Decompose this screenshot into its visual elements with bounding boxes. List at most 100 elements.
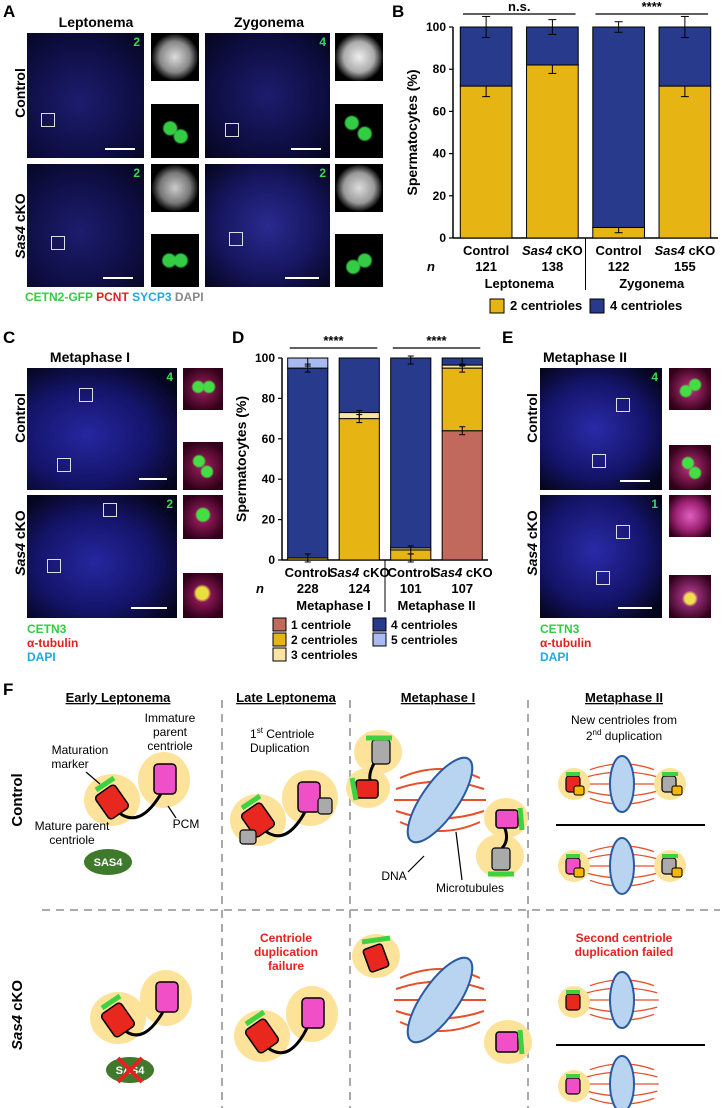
zoom-box	[103, 503, 117, 517]
panel-e-title: Metaphase II	[542, 349, 628, 365]
label-fail2-1: Second centriole	[576, 931, 673, 945]
sas4-metaphase-i	[352, 934, 532, 1064]
scale-bar	[291, 148, 321, 150]
bar-segment	[441, 367, 483, 432]
inset-sas4-metaphase-ii-1	[669, 495, 711, 537]
n-value: 121	[475, 259, 497, 274]
inset-control-leptonema-dapi	[151, 33, 199, 81]
label-new-2: 2nd duplication	[586, 728, 662, 743]
legend-cetn3: CETN3	[540, 622, 580, 636]
sas4-gene-name: Sas4	[12, 543, 28, 576]
significance-label: n.s.	[508, 0, 530, 14]
legend-swatch	[589, 298, 605, 314]
dup1-number: 1	[250, 727, 257, 741]
y-tick-label: 80	[262, 391, 276, 405]
header-late-leptonema: Late Leptonema	[236, 690, 336, 705]
n-label: n	[427, 259, 435, 274]
cko-suffix: cKO	[9, 980, 26, 1015]
micrograph-control-metaphase-ii: 4	[540, 368, 662, 490]
group-label: Metaphase II	[397, 598, 475, 613]
label-fail1-2: duplication	[254, 945, 318, 959]
y-tick-label: 20	[433, 189, 447, 203]
centriole-count: 2	[166, 497, 173, 511]
legend-label: 4 centrioles	[391, 618, 458, 632]
micrograph-control-leptonema: 2	[27, 33, 144, 158]
zoom-box	[51, 236, 65, 250]
centriole-count: 4	[319, 35, 326, 49]
y-tick-label: 40	[433, 147, 447, 161]
panel-a-legend: CETN2-GFP PCNT SYCP3 DAPI	[25, 290, 204, 304]
legend-dapi: DAPI	[27, 650, 56, 664]
y-tick-label: 60	[262, 432, 276, 446]
group-label: Metaphase I	[296, 598, 370, 613]
label-dna: DNA	[381, 869, 406, 883]
inset-sas4-metaphase-i-2	[183, 573, 223, 618]
bar-segment	[287, 367, 329, 559]
inset-control-zygonema-dapi	[335, 33, 383, 81]
inset-control-metaphase-ii-1	[669, 368, 711, 410]
micrograph-sas4-leptonema: 2	[27, 164, 144, 287]
label-mature-1: Mature parent	[35, 819, 110, 833]
legend-cetn3: CETN3	[27, 622, 67, 636]
panel-e-legend: CETN3 α-tubulin DAPI	[540, 622, 591, 664]
new-number: 2	[586, 729, 593, 743]
centriole-count: 4	[651, 370, 658, 384]
category-label: Sas4 cKO	[522, 243, 583, 258]
inset-sas4-leptonema-cetn	[151, 234, 199, 287]
panel-c-legend: CETN3 α-tubulin DAPI	[27, 622, 78, 664]
y-tick-label: 0	[268, 553, 275, 567]
scale-bar	[285, 277, 319, 279]
dup1-text: Centriole	[263, 727, 315, 741]
legend-dapi: DAPI	[174, 290, 204, 304]
diagram-f: Early Leptonema Late Leptonema Metaphase…	[9, 690, 720, 1108]
n-label: n	[256, 581, 264, 596]
inset-control-metaphase-i-1	[183, 368, 223, 410]
sas4-gene-name: Sas4	[12, 226, 28, 259]
n-value: 124	[348, 581, 370, 596]
new-sup: nd	[593, 728, 602, 737]
zoom-box	[616, 525, 630, 539]
inset-sas4-zygonema-dapi	[335, 164, 383, 212]
inset-control-leptonema-cetn	[151, 104, 199, 158]
cko-suffix: cKO	[524, 510, 540, 543]
zoom-box	[79, 388, 93, 402]
n-value: 122	[608, 259, 630, 274]
centriole-count: 1	[651, 497, 658, 511]
micrograph-sas4-metaphase-i: 2	[27, 495, 177, 618]
panel-a-col-leptonema: Leptonema	[58, 14, 134, 30]
label-new-1: New centrioles from	[571, 713, 677, 727]
centriole-count: 2	[133, 35, 140, 49]
y-tick-label: 60	[433, 104, 447, 118]
bar-segment	[441, 430, 483, 561]
micrograph-sas4-metaphase-ii: 1	[540, 495, 662, 618]
sas4-gene-name: Sas4	[9, 1014, 26, 1050]
category-label: Control	[388, 565, 434, 580]
panel-label-e: E	[502, 328, 514, 347]
category-label: Sas4 cKO	[432, 565, 493, 580]
n-value: 101	[400, 581, 422, 596]
zoom-box	[57, 458, 71, 472]
panel-label-f: F	[3, 680, 14, 699]
category-label: Sas4 cKO	[329, 565, 390, 580]
legend-swatch	[489, 298, 505, 314]
legend-label: 3 centrioles	[291, 648, 358, 662]
legend-pcnt: PCNT	[96, 290, 129, 304]
bar-segment	[658, 85, 712, 239]
inset-sas4-metaphase-i-1	[183, 495, 223, 539]
new-text: duplication	[601, 729, 662, 743]
panel-a-col-zygonema: Zygonema	[233, 14, 304, 30]
header-metaphase-i: Metaphase I	[401, 690, 475, 705]
panel-label-a: A	[3, 2, 16, 21]
scale-bar	[139, 478, 167, 480]
header-early-leptonema: Early Leptonema	[66, 690, 172, 705]
label-microtubules: Microtubules	[436, 881, 504, 895]
significance-label: ****	[426, 333, 447, 348]
y-tick-label: 80	[433, 62, 447, 76]
inset-control-metaphase-i-2	[183, 442, 223, 490]
panel-a-row-control: Control	[12, 68, 28, 118]
row-label-control: Control	[9, 773, 26, 826]
inset-sas4-metaphase-ii-2	[669, 575, 711, 618]
bar-segment	[390, 357, 432, 549]
legend-swatch	[272, 632, 287, 647]
significance-label: ****	[642, 0, 663, 14]
